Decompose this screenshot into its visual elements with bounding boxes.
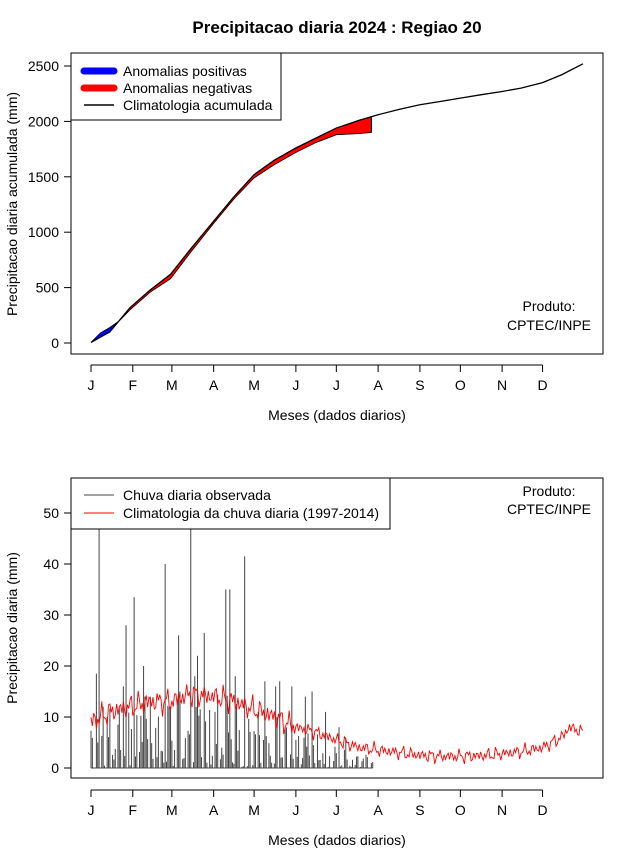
- x-tick-label: O: [455, 802, 466, 818]
- legend: Chuva diaria observada Climatologia da c…: [70, 477, 391, 530]
- annotation-produto: Produto:: [523, 298, 576, 314]
- x-axis-label: Meses (dados diarios): [268, 407, 406, 423]
- x-tick-label: A: [209, 802, 219, 818]
- x-tick-label: J: [333, 802, 340, 818]
- y-tick-label: 0: [51, 760, 59, 776]
- x-tick-label: S: [415, 802, 424, 818]
- x-tick-label: M: [166, 377, 178, 393]
- y-axis: 0 10 20 30 40 50: [43, 505, 72, 776]
- y-tick-label: 1500: [28, 169, 59, 185]
- y-tick-label: 30: [43, 607, 59, 623]
- y-tick-label: 1000: [28, 224, 59, 240]
- observed-cumulative-line: [90, 132, 372, 343]
- climatology-line: [90, 684, 584, 765]
- x-tick-label: F: [129, 802, 138, 818]
- x-tick-label: D: [537, 377, 547, 393]
- y-axis-label: Precipitacao diaria (mm): [4, 552, 20, 704]
- y-axis: 0 500 1000 1500 2000 2500: [28, 58, 72, 351]
- x-tick-label: J: [292, 377, 299, 393]
- x-tick-label: A: [373, 377, 383, 393]
- climatology-daily-line: [90, 684, 584, 765]
- cumulative-panel: 0 500 1000 1500 2000 2500 J F M A M J J A S O N D Meses …: [4, 52, 604, 423]
- y-tick-label: 20: [43, 658, 59, 674]
- y-tick-label: 500: [36, 280, 60, 296]
- x-tick-label: J: [88, 802, 95, 818]
- legend-negative: Anomalias negativas: [123, 80, 252, 96]
- observed-bars: [90, 528, 374, 769]
- x-tick-label: F: [129, 377, 138, 393]
- x-tick-label: N: [497, 802, 507, 818]
- annotation-source: CPTEC/INPE: [507, 317, 591, 333]
- annotation-source: CPTEC/INPE: [507, 501, 591, 517]
- y-tick-label: 2500: [28, 58, 59, 74]
- x-tick-label: A: [373, 802, 383, 818]
- legend-climatology: Climatologia da chuva diaria (1997-2014): [123, 505, 379, 521]
- x-tick-label: S: [415, 377, 424, 393]
- x-tick-label: M: [166, 802, 178, 818]
- legend-positive: Anomalias positivas: [123, 63, 247, 79]
- x-tick-label: M: [248, 802, 260, 818]
- y-axis-label: Precipitacao diaria acumulada (mm): [4, 92, 20, 316]
- x-tick-label: O: [455, 377, 466, 393]
- legend: Anomalias positivas Anomalias negativas …: [70, 52, 282, 121]
- legend-climatology: Climatologia acumulada: [123, 97, 273, 113]
- x-tick-label: N: [497, 377, 507, 393]
- legend-box: [70, 477, 391, 530]
- x-axis-label: Meses (dados diarios): [268, 832, 406, 848]
- x-tick-label: D: [537, 802, 547, 818]
- anomaly-shading: [90, 116, 372, 343]
- y-tick-label: 0: [51, 335, 59, 351]
- y-tick-label: 50: [43, 505, 59, 521]
- y-tick-label: 40: [43, 556, 59, 572]
- y-tick-label: 10: [43, 709, 59, 725]
- chart-title: Precipitacao diaria 2024 : Regiao 20: [192, 18, 481, 37]
- x-tick-label: J: [292, 802, 299, 818]
- legend-observed: Chuva diaria observada: [123, 487, 271, 503]
- annotation-produto: Produto:: [523, 483, 576, 499]
- cumulative-lines: [90, 63, 584, 344]
- daily-panel: 0 10 20 30 40 50 J F M A M J J A S O N D Meses (dados di…: [4, 477, 604, 848]
- climatology-cumulative-line: [90, 63, 584, 344]
- x-tick-label: M: [248, 377, 260, 393]
- x-tick-label: J: [333, 377, 340, 393]
- x-tick-label: J: [88, 377, 95, 393]
- x-tick-label: A: [209, 377, 219, 393]
- y-tick-label: 2000: [28, 113, 59, 129]
